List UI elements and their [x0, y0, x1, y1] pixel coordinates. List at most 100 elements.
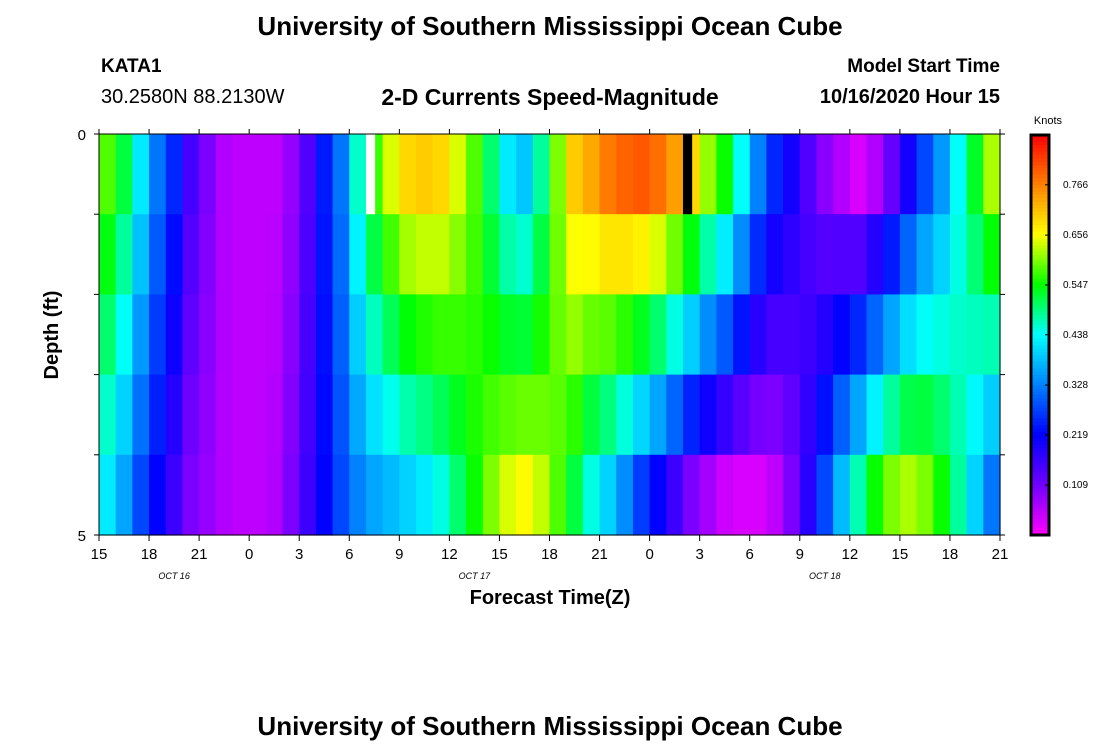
- heatmap-cell: [265, 134, 284, 215]
- heatmap-cell: [749, 134, 768, 215]
- heatmap-cell: [849, 134, 868, 215]
- x-tick-label: 12: [841, 546, 858, 563]
- heatmap-cell: [315, 214, 334, 295]
- colorbar-segment: [1031, 495, 1049, 499]
- heatmap-cell: [232, 294, 250, 376]
- x-tick-label: 0: [645, 546, 653, 563]
- date-label: OCT 18: [809, 571, 841, 581]
- heatmap-cell: [983, 374, 1001, 456]
- colorbar-segment: [1031, 348, 1049, 353]
- colorbar-segment: [1031, 378, 1049, 383]
- heatmap-cell: [215, 374, 234, 456]
- colorbar-segment: [1031, 498, 1049, 503]
- heatmap-cell: [783, 294, 801, 376]
- colorbar-segment: [1031, 161, 1049, 166]
- heatmap-cell: [432, 214, 450, 295]
- colorbar-segment: [1031, 308, 1049, 313]
- heatmap-cell: [666, 294, 684, 376]
- missing-data-markers: [365, 134, 693, 215]
- heatmap-cell: [582, 214, 601, 295]
- heatmap-cell: [365, 454, 384, 536]
- heatmap-cell: [282, 374, 300, 456]
- colorbar-segment: [1031, 228, 1049, 233]
- heatmap-cell: [432, 454, 450, 536]
- heatmap-cell: [249, 134, 267, 215]
- colorbar-segment: [1031, 388, 1049, 393]
- colorbar-segment: [1031, 438, 1049, 443]
- heatmap-cell: [682, 374, 701, 456]
- colorbar-segment: [1031, 268, 1049, 273]
- heatmap-cell: [315, 374, 334, 456]
- heatmap-cell: [916, 134, 934, 215]
- heatmap-cell: [315, 134, 334, 215]
- colorbar-segment: [1031, 475, 1049, 479]
- heatmap-cell: [399, 214, 417, 295]
- colorbar-segment: [1031, 381, 1049, 386]
- heatmap-cell: [632, 374, 651, 456]
- colorbar-segment: [1031, 318, 1049, 323]
- heatmap-cell: [833, 294, 851, 376]
- heatmap-cell: [466, 454, 484, 536]
- heatmap-cell: [783, 374, 801, 456]
- colorbar-segment: [1031, 201, 1049, 206]
- heatmap-cell: [749, 454, 768, 536]
- heatmap-cell: [866, 214, 884, 295]
- heatmap-cell: [332, 454, 350, 536]
- heatmap-cell: [199, 454, 217, 536]
- heatmap-cell: [833, 454, 851, 536]
- heatmap-cell: [315, 294, 334, 376]
- colorbar-segment: [1031, 208, 1049, 213]
- heatmap-cell: [516, 374, 534, 456]
- colorbar-segment: [1031, 238, 1049, 243]
- heatmap-cell: [566, 214, 584, 295]
- colorbar: 0.766 0.656 0.547 0.438 0.328 0.219 0.109: [1029, 133, 1088, 537]
- heatmap-cell: [232, 454, 250, 536]
- heatmap-cell: [616, 214, 634, 295]
- colorbar-segment: [1031, 448, 1049, 453]
- heatmap-cell: [632, 454, 651, 536]
- colorbar-segment: [1031, 385, 1049, 389]
- colorbar-segment: [1031, 345, 1049, 349]
- heatmap-cell: [132, 134, 150, 215]
- heatmap-cell: [149, 454, 167, 536]
- heatmap-cell: [616, 374, 634, 456]
- heatmap-cell: [983, 134, 1001, 215]
- heatmap-cell: [332, 214, 350, 295]
- colorbar-segment: [1031, 471, 1049, 476]
- heatmap-cell: [649, 454, 667, 536]
- colorbar-segment: [1031, 428, 1049, 433]
- colorbar-segment: [1031, 481, 1049, 486]
- x-tick-label: 6: [345, 546, 353, 563]
- x-tick-label: 21: [591, 546, 608, 563]
- colorbar-segment: [1031, 275, 1049, 279]
- colorbar-segment: [1031, 458, 1049, 463]
- colorbar-segment: [1031, 515, 1049, 519]
- heatmap-cell: [949, 454, 968, 536]
- colorbar-segment: [1031, 218, 1049, 223]
- x-axis-label: Forecast Time(Z): [470, 587, 631, 609]
- heatmap-cell: [783, 134, 801, 215]
- heatmap-cell: [449, 374, 467, 456]
- heatmap-cell: [165, 134, 184, 215]
- heatmap-cell: [416, 294, 434, 376]
- heatmap-cell: [482, 294, 501, 376]
- x-tick-label: 9: [395, 546, 403, 563]
- colorbar-segment: [1031, 505, 1049, 509]
- colorbar-segment: [1031, 285, 1049, 289]
- heatmap-cell: [115, 294, 133, 376]
- colorbar-segment: [1031, 175, 1049, 179]
- heatmap-cell: [566, 134, 584, 215]
- heatmap-cell: [716, 294, 734, 376]
- colorbar-segment: [1031, 528, 1049, 533]
- colorbar-segment: [1031, 235, 1049, 239]
- x-tick-label: 3: [695, 546, 703, 563]
- heatmap-cell: [299, 374, 317, 456]
- colorbar-segment: [1031, 431, 1049, 436]
- heatmap-cell: [115, 214, 133, 295]
- heatmap-cell: [282, 294, 300, 376]
- colorbar-segment: [1031, 338, 1049, 343]
- heatmap-cell: [149, 214, 167, 295]
- chart-title: 2-D Currents Speed-Magnitude: [381, 84, 719, 110]
- heatmap-cell: [215, 454, 234, 536]
